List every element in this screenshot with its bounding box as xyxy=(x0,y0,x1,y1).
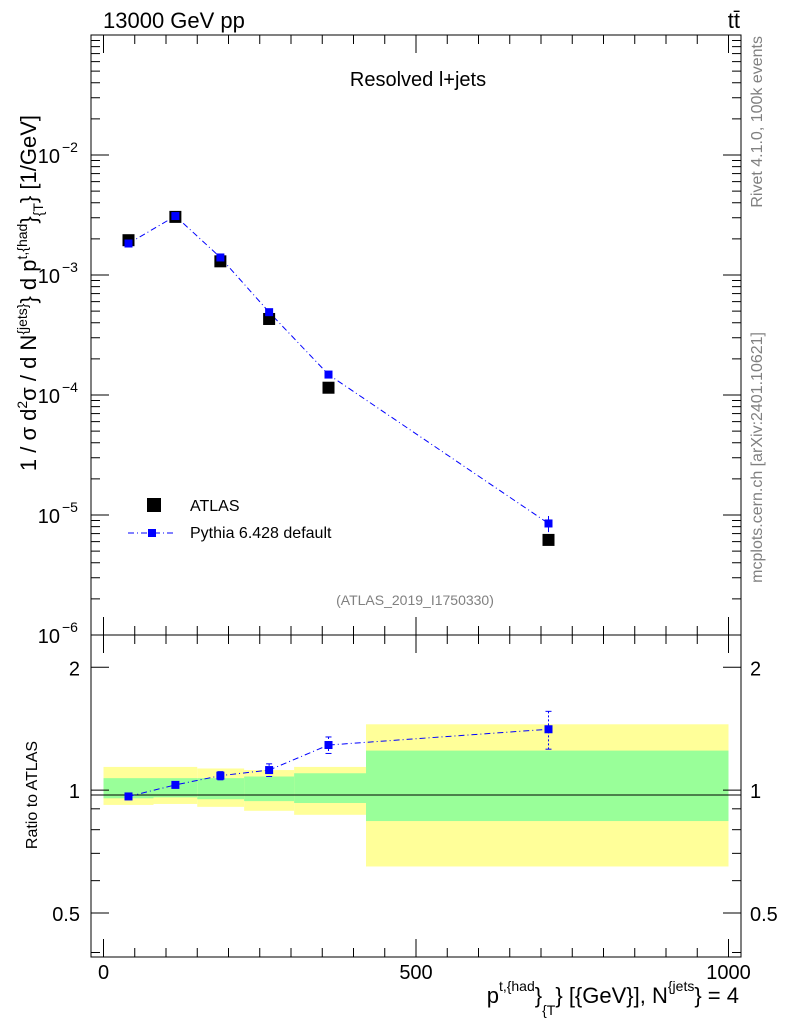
ratio-y-tick-label-right: 0.5 xyxy=(750,904,778,926)
analysis-label: (ATLAS_2019_I1750330) xyxy=(336,592,494,608)
ylabel-sub1: {T xyxy=(30,203,46,217)
source-label: mcplots.cern.ch [arXiv:2401.10621] xyxy=(749,332,766,583)
xlabel-sup2: {jets xyxy=(668,978,694,994)
pythia-data-point xyxy=(324,370,333,379)
main-y-tick-exponent: −6 xyxy=(62,619,78,635)
ratio-pythia-line xyxy=(128,728,549,797)
main-ticks xyxy=(91,34,741,636)
ratio-y-tick-label-left: 1 xyxy=(69,781,80,803)
pythia-data-point xyxy=(124,239,133,248)
ratio-band-inner xyxy=(103,778,154,799)
ylabel-suffix: } [1/GeV] xyxy=(16,115,41,203)
pythia-line xyxy=(128,215,549,524)
main-y-tick-label: 10 −6 xyxy=(38,619,78,648)
atlas-data-point xyxy=(542,533,555,546)
atlas-data-point xyxy=(322,381,335,394)
ratio-y-tick-label-left: 0.5 xyxy=(52,904,80,926)
main-y-tick-exponent: −4 xyxy=(62,379,78,395)
ylabel-mid2: } d p xyxy=(16,259,41,303)
process-label: tt̄ xyxy=(728,8,740,33)
energy-label: 13000 GeV pp xyxy=(103,8,245,33)
x-axis-label: pt,{had}{T} [{GeV}], N{jets} = 4 xyxy=(487,978,739,1018)
xlabel-prefix: p xyxy=(487,983,499,1008)
pythia-data-point xyxy=(171,212,180,221)
ratio-data-point xyxy=(265,766,274,775)
ylabel-sup2: {jets} xyxy=(14,303,30,334)
xlabel-mid1: } xyxy=(535,983,542,1008)
ratio-data-point xyxy=(216,771,225,780)
ratio-band-inner xyxy=(197,778,245,800)
ratio-panel: 0.5 0.5 1 1 2 2 0 500 1000 Ratio to ATLAS pt,{h… xyxy=(24,634,778,1018)
pythia-data-point xyxy=(216,253,225,262)
main-y-tick-label: 10 −3 xyxy=(38,259,78,288)
ratio-y-axis-label: Ratio to ATLAS xyxy=(24,741,41,849)
ylabel-sup1: 2 xyxy=(14,401,30,409)
legend-atlas-marker xyxy=(147,498,161,512)
ratio-data-point xyxy=(324,741,333,750)
main-series xyxy=(122,210,555,546)
ratio-series xyxy=(124,710,553,801)
pythia-data-point xyxy=(265,308,274,317)
xlabel-suffix: } = 4 xyxy=(694,983,739,1008)
legend: ATLAS Pythia 6.428 default xyxy=(128,498,332,542)
legend-atlas-label: ATLAS xyxy=(190,498,240,515)
ratio-data-point xyxy=(171,780,180,789)
xlabel-mid2: } [{GeV}], N xyxy=(555,983,668,1008)
main-frame xyxy=(90,34,742,636)
main-y-tick-label: 10 −4 xyxy=(38,379,78,408)
chart-title: Resolved l+jets xyxy=(350,69,486,91)
main-y-tick-label: 10 −2 xyxy=(38,139,78,168)
ratio-y-tick-label-right: 2 xyxy=(750,658,761,680)
ratio-y-tick-labels: 0.5 0.5 1 1 2 2 xyxy=(52,658,778,926)
ylabel-mid1: σ / d N xyxy=(16,335,41,401)
pythia-data-point xyxy=(544,519,553,528)
xlabel-sub1: {T xyxy=(542,1002,556,1018)
ylabel-mid3: } xyxy=(16,216,41,223)
x-tick-label: 1000 xyxy=(706,962,751,984)
ratio-y-tick-label-right: 1 xyxy=(750,781,761,803)
x-tick-label: 0 xyxy=(98,962,109,984)
rivet-version-label: Rivet 4.1.0, 100k events xyxy=(749,36,766,208)
ratio-band-inner xyxy=(294,773,366,803)
main-y-axis-label: 1 / σ d2σ / d N{jets}} d pt,{had}{T} [1/… xyxy=(14,115,46,471)
main-y-tick-exponent: −2 xyxy=(62,139,78,155)
ratio-y-tick-label-left: 2 xyxy=(69,658,80,680)
legend-pythia-marker xyxy=(148,529,156,537)
x-tick-label: 500 xyxy=(399,962,432,984)
main-y-tick-exponent: −3 xyxy=(62,259,78,275)
ratio-band-inner xyxy=(244,776,295,802)
ratio-ticks xyxy=(91,635,741,957)
ratio-data-point xyxy=(124,792,133,801)
ylabel-prefix: 1 / σ d xyxy=(16,409,41,472)
main-y-tick-exponent: −5 xyxy=(62,499,78,515)
xlabel-sup1: t,{had xyxy=(499,978,535,994)
legend-pythia-label: Pythia 6.428 default xyxy=(190,525,332,542)
main-y-tick-label: 10 −5 xyxy=(38,499,78,528)
ratio-band-inner xyxy=(366,750,729,822)
ratio-x-tick-labels: 0 500 1000 xyxy=(98,962,751,984)
ylabel-sup3: t,{had xyxy=(14,224,30,260)
ratio-data-point xyxy=(544,725,553,734)
main-panel: 10−6 10−5 10−4 10−3 10−2 Resolved l+jets (AT… xyxy=(14,34,742,648)
